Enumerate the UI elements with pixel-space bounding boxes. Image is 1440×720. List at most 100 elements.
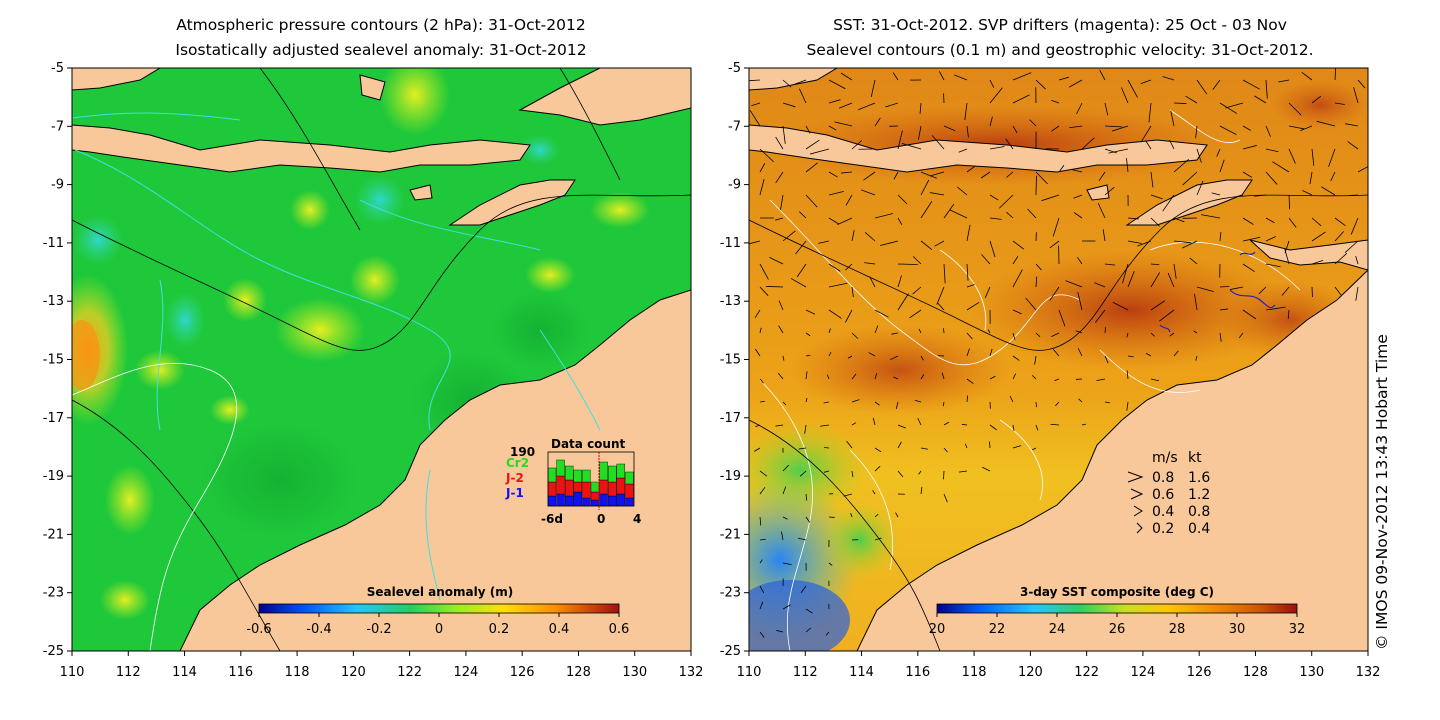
sla-colorbar-tick-label: -0.2 xyxy=(366,622,391,637)
sst-white-contours xyxy=(759,109,1301,651)
left-x-tick-label: 122 xyxy=(397,665,422,680)
velocity-arrow xyxy=(845,309,853,323)
velocity-arrow xyxy=(920,171,937,179)
data-count-bar-segment xyxy=(625,471,634,485)
velocity-arrow xyxy=(828,125,837,131)
velocity-arrow xyxy=(1311,148,1315,166)
velocity-arrow xyxy=(1170,110,1175,127)
data-count-bar-segment xyxy=(582,481,591,499)
right-x-tick-label: 120 xyxy=(1018,665,1043,680)
velocity-arrow xyxy=(1078,398,1083,403)
velocity-arrow xyxy=(874,465,881,472)
velocity-arrow xyxy=(989,217,1002,220)
velocity-arrow xyxy=(1122,263,1129,284)
velocity-arrow xyxy=(1353,87,1359,104)
velocity-arrow xyxy=(1272,161,1290,173)
velocity-arrow xyxy=(893,171,899,180)
sst-colorbar-ramp xyxy=(936,603,1298,614)
right-x-tick-label: 128 xyxy=(1243,665,1268,680)
velocity-arrow xyxy=(1334,252,1348,265)
velocity-arrow xyxy=(920,240,933,251)
velocity-arrow xyxy=(820,424,830,427)
sst-colorbar-tick-label: 30 xyxy=(1229,622,1246,637)
left-x-tick-label: 120 xyxy=(341,665,366,680)
velocity-arrow xyxy=(1012,269,1023,288)
velocity-arrow xyxy=(1242,217,1254,225)
right-x-tick-label: 110 xyxy=(737,665,762,680)
right-x-tick-label: 114 xyxy=(849,665,874,680)
velocity-arrow xyxy=(1173,159,1189,173)
velocity-arrow xyxy=(920,447,929,450)
velocity-arrow xyxy=(1194,293,1198,311)
left-y-tick-label: -9 xyxy=(51,178,64,193)
velocity-legend-kt: 1.6 xyxy=(1188,470,1210,486)
velocity-arrow xyxy=(874,325,879,334)
velocity-arrow xyxy=(769,256,784,265)
data-count-title: Data count xyxy=(551,437,626,451)
velocity-arrow xyxy=(782,125,786,144)
right-x-tick-label: 132 xyxy=(1356,665,1381,680)
velocity-arrow xyxy=(982,466,991,472)
velocity-arrow xyxy=(1167,272,1175,288)
velocity-arrow xyxy=(1112,301,1129,311)
velocity-arrow xyxy=(1012,256,1019,265)
velocity-arrow xyxy=(870,79,876,98)
data-count-bar-segment xyxy=(547,495,557,507)
velocity-legend: m/s kt 0.8 1.60.6 1.20.4 0.80.2 0.4 xyxy=(1127,450,1210,537)
velocity-legend-arrow xyxy=(1127,471,1144,483)
velocity-legend-ms: 0.6 xyxy=(1152,487,1174,503)
velocity-arrow xyxy=(1145,352,1152,357)
data-count-xmid: 0 xyxy=(597,512,605,526)
velocity-arrow xyxy=(934,240,945,247)
velocity-arrow xyxy=(823,401,830,404)
australia-mainland-r xyxy=(856,269,1368,651)
velocity-arrow xyxy=(1104,148,1117,154)
velocity-arrow xyxy=(828,309,842,319)
velocity-arrow xyxy=(1051,99,1060,104)
velocity-arrow xyxy=(874,213,894,219)
velocity-arrow xyxy=(1219,125,1237,136)
velocity-arrow xyxy=(1096,378,1106,382)
velocity-arrow xyxy=(805,608,813,614)
left-y-tick-label: -19 xyxy=(43,469,64,484)
velocity-arrow xyxy=(759,559,763,564)
velocity-arrow xyxy=(759,601,764,610)
velocity-arrow xyxy=(966,301,980,311)
sla-colorbar-tick-label: 0.6 xyxy=(609,622,630,637)
data-count-max: 190 xyxy=(510,445,535,459)
velocity-arrow xyxy=(792,79,807,86)
right-title-line1: SST: 31-Oct-2012. SVP drifters (magenta)… xyxy=(833,16,1287,34)
velocity-arrow xyxy=(961,423,968,426)
velocity-arrow xyxy=(800,585,807,594)
velocity-arrow xyxy=(1357,79,1366,89)
velocity-arrow xyxy=(798,447,807,450)
right-y-tick-label: -17 xyxy=(720,411,741,426)
velocity-arrow xyxy=(874,513,879,518)
velocity-arrow xyxy=(1058,76,1069,81)
velocity-arrow xyxy=(1055,401,1060,407)
velocity-arrow xyxy=(1104,102,1109,116)
velocity-arrow xyxy=(864,231,876,242)
velocity-arrow xyxy=(1311,259,1324,265)
velocity-arrow xyxy=(1094,309,1106,323)
velocity-arrow xyxy=(1196,148,1202,163)
data-count-bar-segment xyxy=(590,481,600,493)
data-count-bar-segment xyxy=(556,459,565,477)
velocity-arrow xyxy=(966,378,974,384)
velocity-legend-ms: 0.2 xyxy=(1152,521,1174,537)
velocity-arrow xyxy=(1099,69,1106,81)
velocity-arrow xyxy=(1034,355,1037,365)
velocity-arrow xyxy=(874,401,880,406)
velocity-arrow xyxy=(880,240,899,246)
velocity-arrow xyxy=(1219,286,1230,288)
velocity-arrow xyxy=(901,143,922,150)
velocity-arrow xyxy=(1051,332,1060,337)
left-y-tick-label: -13 xyxy=(43,294,64,309)
velocity-arrow xyxy=(828,562,833,566)
velocity-arrow xyxy=(1265,171,1278,185)
velocity-legend-kt: 0.8 xyxy=(1188,504,1210,520)
velocity-arrow xyxy=(1238,332,1244,338)
velocity-arrow xyxy=(805,493,808,501)
velocity-arrow xyxy=(1242,263,1255,272)
velocity-arrow xyxy=(1254,194,1267,197)
